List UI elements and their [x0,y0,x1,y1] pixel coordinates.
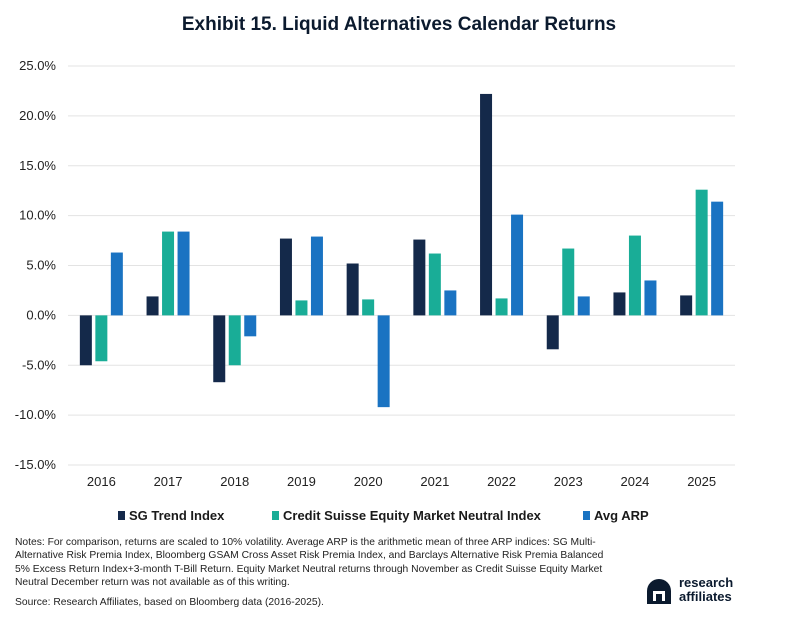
bar [680,295,693,316]
chart-source: Source: Research Affiliates, based on Bl… [15,597,324,608]
logo-line-1: research [679,575,734,590]
bar [295,300,308,316]
y-tick-label: 25.0% [19,58,56,73]
y-tick-label: -15.0% [15,457,57,472]
bar [362,299,375,316]
bar [177,231,190,316]
y-tick-label: 20.0% [19,108,56,123]
x-tick-label: 2025 [687,474,716,489]
logo-line-2: affiliates [679,589,732,604]
y-tick-label: 0.0% [26,307,56,322]
bar [310,236,323,316]
x-tick-label: 2024 [620,474,649,489]
bar [146,296,159,316]
bar [377,315,390,408]
bar [95,315,108,362]
bar [562,248,575,316]
x-tick-label: 2023 [554,474,583,489]
bar [577,296,590,316]
research-affiliates-logo: research affiliates [645,576,785,608]
bar [613,292,626,316]
x-tick-label: 2019 [287,474,316,489]
bar [444,290,457,316]
bar [228,315,241,366]
y-tick-label: -5.0% [22,357,56,372]
bar [495,298,508,316]
legend-item: SG Trend Index [118,508,225,523]
y-tick-label: -10.0% [15,407,57,422]
y-axis: -15.0% -10.0% -5.0% 0.0% 5.0% 10.0% 15.0% 20.0%… [15,58,57,472]
bar [546,315,559,350]
x-tick-label: 2018 [220,474,249,489]
legend-item: Avg ARP [583,508,649,523]
research-affiliates-logo-icon [647,579,671,604]
y-tick-label: 10.0% [19,208,56,223]
x-tick-label: 2016 [87,474,116,489]
bar [244,315,257,337]
legend-item: Credit Suisse Equity Market Neutral Inde… [272,508,542,523]
bar [413,239,426,316]
bar [428,253,441,316]
x-tick-label: 2022 [487,474,516,489]
bar [644,280,657,316]
bar [480,93,493,316]
legend-label: Credit Suisse Equity Market Neutral Inde… [283,508,542,523]
bar [213,315,226,383]
bar [162,231,175,316]
legend-swatch [583,511,590,520]
bar [511,214,524,316]
bar [695,189,708,316]
bar [346,263,359,316]
y-tick-label: 15.0% [19,158,56,173]
bar-chart: -15.0% -10.0% -5.0% 0.0% 5.0% 10.0% 15.0% 20.0%… [15,58,735,523]
bar [279,238,292,316]
y-tick-label: 5.0% [26,258,56,273]
bar [79,315,92,366]
bar [110,252,123,316]
chart-notes: Notes: For comparison, returns are scale… [15,537,604,588]
bar [628,235,641,316]
legend-label: SG Trend Index [129,508,225,523]
x-tick-label: 2017 [154,474,183,489]
chart-title: Exhibit 15. Liquid Alternatives Calendar… [181,14,617,35]
bar [711,201,724,316]
x-tick-label: 2020 [354,474,383,489]
legend-label: Avg ARP [594,508,649,523]
bars [79,93,724,408]
legend: SG Trend Index Credit Suisse Equity Marke… [118,508,649,523]
x-axis: 2016 2017 2018 2019 2020 2021 2022 2023 2024 2025 [87,474,716,489]
x-tick-label: 2021 [420,474,449,489]
legend-swatch [118,511,125,520]
legend-swatch [272,511,279,520]
